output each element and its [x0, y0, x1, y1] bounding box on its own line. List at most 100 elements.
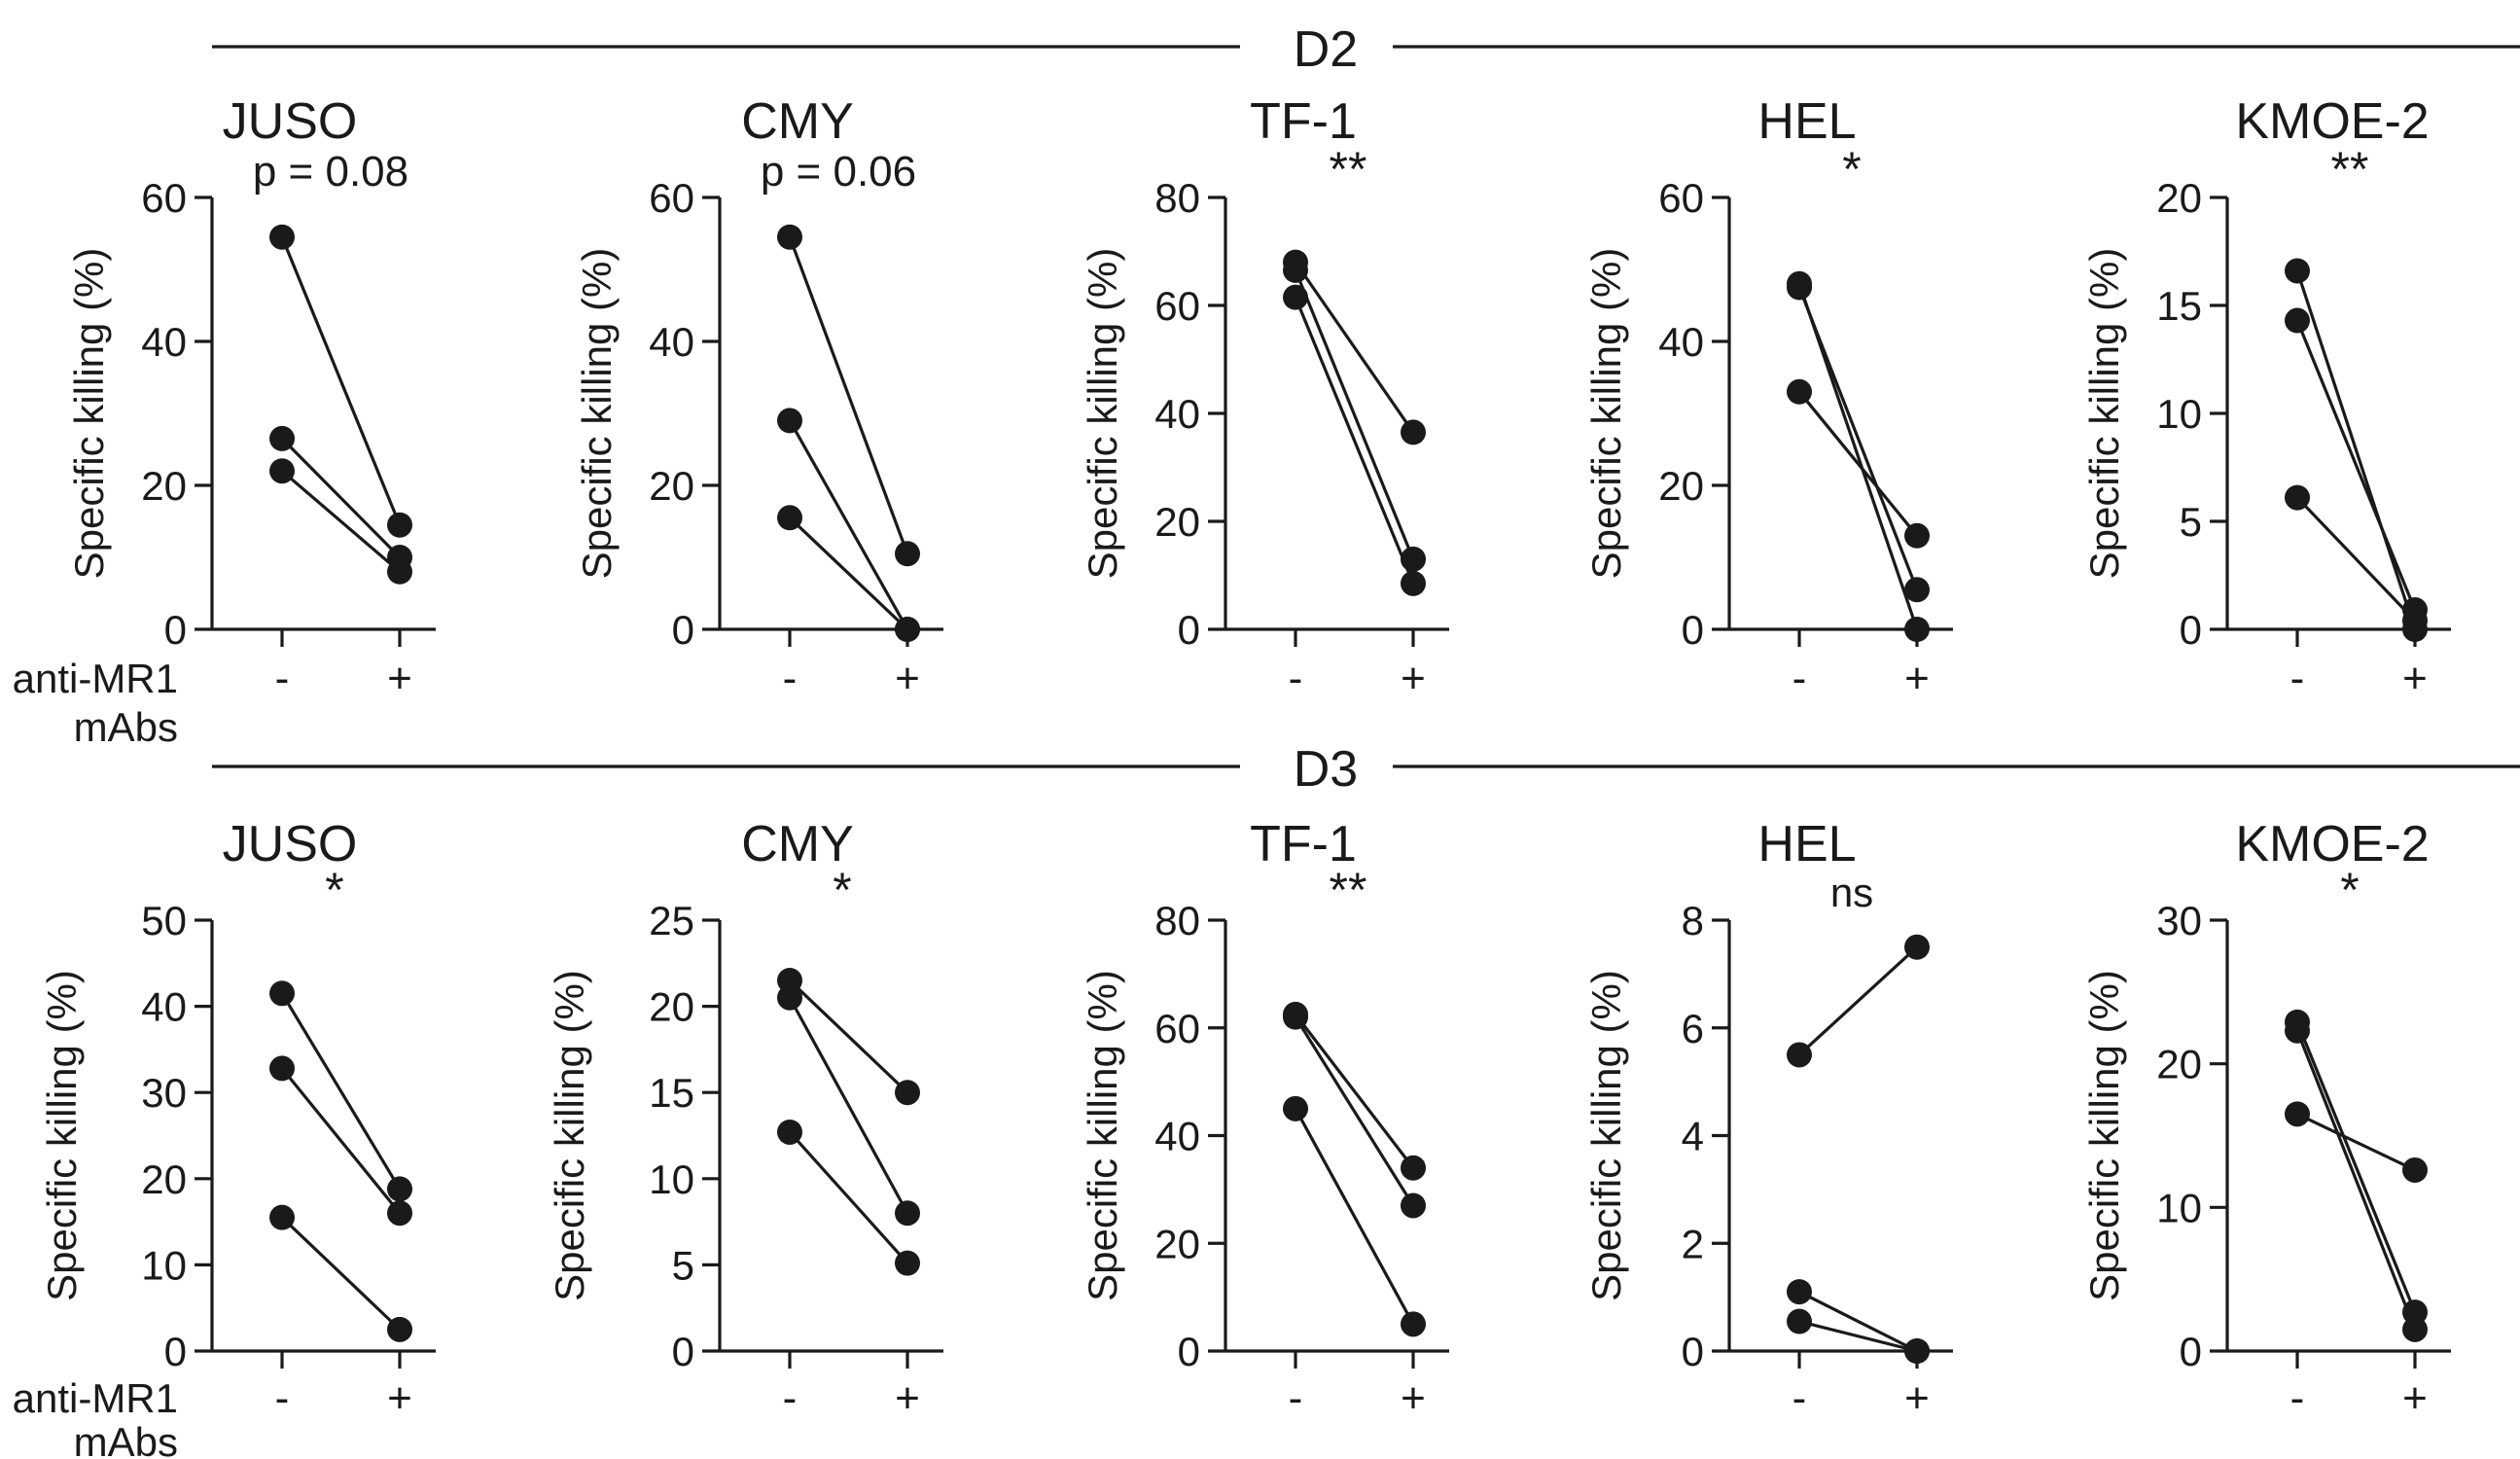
significance-label: * — [1842, 142, 1861, 196]
y-tick-label: 0 — [164, 607, 187, 653]
data-point-untreated — [1787, 1042, 1812, 1068]
x-tick-label: + — [2402, 655, 2428, 702]
panel-title: KMOE-2 — [2235, 93, 2429, 150]
y-tick-label: 60 — [1154, 283, 1200, 329]
y-tick-label: 50 — [141, 898, 187, 943]
y-tick-label: 20 — [1154, 499, 1200, 545]
x-tick-label: + — [895, 655, 920, 702]
pair-line — [280, 992, 402, 1191]
data-point-treated — [895, 617, 920, 642]
pair-line — [2296, 1112, 2416, 1172]
panel-title: TF-1 — [1250, 816, 1357, 872]
donor-label-d3: D3 — [1294, 741, 1358, 798]
x-tick-label: + — [387, 1374, 412, 1422]
y-tick-label: 60 — [649, 175, 694, 221]
x-tick-label: + — [1904, 1374, 1930, 1422]
y-tick-label: 40 — [141, 984, 187, 1030]
y-tick-label: 5 — [2180, 499, 2202, 545]
data-point-untreated — [777, 408, 802, 434]
pair-line — [788, 996, 909, 1215]
y-tick-label: 60 — [1658, 175, 1704, 221]
pair-line — [2295, 319, 2417, 611]
data-point-untreated — [1283, 284, 1308, 310]
y-axis-label: Specific killing (%) — [2081, 248, 2127, 580]
pair-line — [280, 236, 402, 526]
y-tick-label: 40 — [649, 319, 694, 365]
pair-line — [1797, 286, 1919, 590]
y-tick-label: 80 — [1154, 175, 1200, 221]
panel-title: JUSO — [223, 816, 358, 872]
x-tick-label: - — [783, 655, 798, 702]
data-point-treated — [1401, 419, 1426, 445]
data-point-treated — [895, 1250, 920, 1276]
pair-line — [788, 979, 909, 1094]
data-point-treated — [387, 1176, 412, 1202]
y-tick-label: 0 — [1682, 607, 1704, 653]
data-point-treated — [1401, 1192, 1426, 1219]
y-axis-label: Specific killing (%) — [39, 970, 85, 1301]
y-tick-label: 0 — [2180, 607, 2202, 653]
x-tick-label: + — [1904, 655, 1930, 702]
x-tick-label: - — [2290, 1374, 2305, 1422]
x-tick-label: - — [1289, 655, 1303, 702]
panel-d2-hel: HEL* 0 20 40 60 - + Specific killing (%) — [1583, 93, 1953, 702]
data-point-treated — [895, 541, 920, 567]
pair-line — [788, 236, 909, 554]
y-tick-label: 10 — [649, 1157, 694, 1202]
x-tick-label: - — [275, 1374, 290, 1422]
data-point-untreated — [777, 984, 802, 1011]
panel-d3-tf-1: TF-1** 0 20 40 60 80 - + Specific killing (%) — [1080, 816, 1449, 1422]
data-point-untreated — [1283, 1004, 1308, 1030]
y-tick-label: 6 — [1682, 1006, 1704, 1051]
donor-label-d2: D2 — [1294, 21, 1358, 78]
pair-line — [2295, 1021, 2417, 1313]
data-point-untreated — [777, 505, 802, 531]
data-point-treated — [895, 1080, 920, 1106]
y-tick-label: 0 — [2180, 1329, 2202, 1374]
significance-label: p = 0.08 — [253, 148, 408, 196]
y-tick-label: 8 — [1682, 898, 1704, 943]
y-axis-label: Specific killing (%) — [1080, 248, 1125, 580]
significance-label: ns — [1830, 870, 1873, 915]
significance-label: * — [833, 863, 851, 917]
pair-line — [788, 516, 909, 631]
group-label-line2: mAbs — [74, 1419, 178, 1459]
panel-d2-tf-1: TF-1** 0 20 40 60 80 - + Specific killing (%) — [1080, 93, 1449, 702]
pair-line — [280, 1216, 402, 1332]
data-point-treated — [1904, 522, 1930, 549]
y-tick-label: 40 — [1154, 391, 1200, 437]
data-point-treated — [1904, 934, 1930, 960]
data-point-treated — [387, 1200, 412, 1227]
pair-line — [280, 437, 402, 559]
panel-title: KMOE-2 — [2235, 816, 2429, 872]
y-tick-label: 20 — [1658, 463, 1704, 509]
y-axis-label: Specific killing (%) — [1583, 248, 1629, 580]
panel-d2-kmoe-2: KMOE-2** 0 5 10 15 20 - + Specific killing (%) — [2081, 93, 2451, 702]
significance-label: ** — [1330, 142, 1367, 196]
data-point-treated — [1904, 577, 1930, 603]
significance-label: * — [2340, 863, 2359, 917]
header-d2: D2 — [212, 21, 2520, 78]
data-point-untreated — [1283, 257, 1308, 283]
y-tick-label: 10 — [2156, 1185, 2202, 1230]
x-tick-label: - — [1289, 1374, 1303, 1422]
pair-line — [1294, 1108, 1415, 1326]
data-point-treated — [1401, 1311, 1426, 1337]
row1-group-label: anti-MR1 mAbs — [13, 656, 178, 750]
x-tick-label: + — [1401, 1374, 1426, 1422]
panel-d3-cmy: CMY* 0 5 10 15 20 25 - + Specific killing (%) — [547, 816, 943, 1422]
significance-label: ** — [1330, 863, 1367, 917]
row2-group-label: anti-MR1 mAbs — [13, 1375, 178, 1459]
y-axis-label: Specific killing (%) — [2081, 970, 2127, 1301]
y-tick-label: 0 — [1178, 607, 1200, 653]
data-point-treated — [387, 512, 412, 538]
data-point-untreated — [269, 1055, 295, 1082]
x-tick-label: - — [1792, 655, 1807, 702]
pair-line — [1797, 390, 1919, 537]
y-tick-label: 0 — [1682, 1329, 1704, 1374]
y-tick-label: 0 — [672, 1329, 694, 1374]
data-point-untreated — [269, 425, 295, 451]
y-tick-label: 10 — [141, 1242, 187, 1288]
